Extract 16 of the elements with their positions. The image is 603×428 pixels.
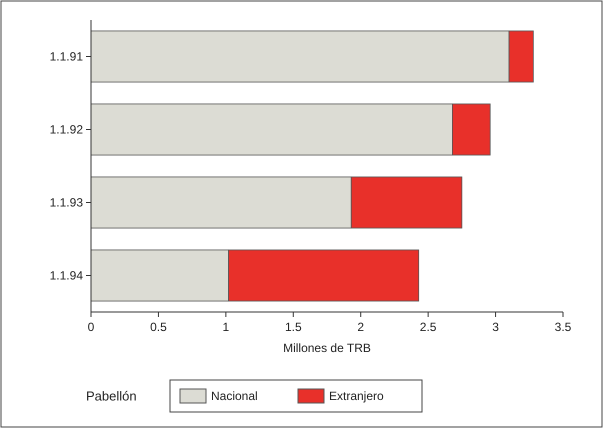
x-tick-label: 3: [492, 320, 500, 334]
x-tick-label: 1.5: [284, 320, 302, 334]
x-tick-label: 1: [222, 320, 230, 334]
legend-label: Extranjero: [329, 389, 384, 404]
y-tick-label: 1.1.94: [50, 268, 84, 283]
x-tick-label: 2: [357, 320, 364, 334]
x-tick-label: 0.5: [150, 320, 168, 334]
y-tick-label: 1.1.91: [50, 50, 84, 64]
y-tick-label: 1.1.92: [50, 122, 84, 137]
y-tick-label: 1.1.93: [50, 196, 84, 210]
x-axis-title: Millones de TRB: [283, 341, 371, 355]
x-tick-label: 0: [88, 320, 95, 334]
x-tick-label: 3.5: [554, 320, 572, 334]
legend-title: Pabellón: [86, 388, 137, 404]
legend-label: Nacional: [211, 389, 258, 404]
x-tick-label: 2.5: [420, 320, 437, 334]
